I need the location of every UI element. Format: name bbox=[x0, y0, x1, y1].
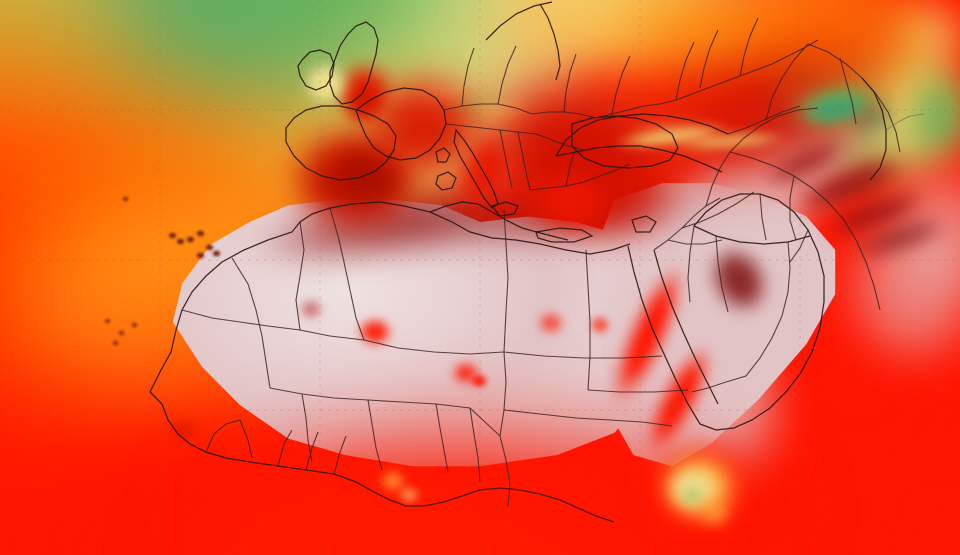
landmass-layer bbox=[104, 50, 960, 555]
country-borders-layer bbox=[0, 0, 960, 555]
temperature-map-canvas: Surface Air Temperature Europe, North Af… bbox=[0, 0, 960, 555]
